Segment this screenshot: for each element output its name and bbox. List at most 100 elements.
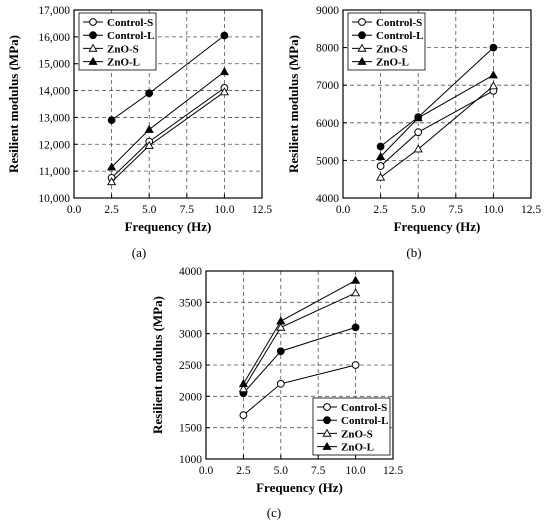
x-tick-label: 12.5 xyxy=(383,465,403,477)
series-line-zno-l xyxy=(242,279,356,385)
data-point-control-l xyxy=(489,43,498,52)
data-point-zno-s xyxy=(144,140,154,149)
data-point-control-s xyxy=(376,162,385,170)
x-tick-label: 2.5 xyxy=(236,465,251,477)
data-point-zno-l xyxy=(107,162,117,171)
legend-marker-zno-l xyxy=(357,56,367,65)
y-tick-label: 11,000 xyxy=(39,166,70,178)
y-tick-label: 2500 xyxy=(179,360,202,372)
data-point-zno-s xyxy=(413,144,423,153)
series-line-zno-s xyxy=(111,91,225,183)
x-tick-label: 5.0 xyxy=(411,204,426,216)
y-tick-label: 1000 xyxy=(179,454,202,466)
x-tick-label: 10.0 xyxy=(346,465,366,477)
legend-label-control-l: Control-L xyxy=(376,30,423,42)
legend-marker-zno-s xyxy=(322,428,332,437)
panel-a-chart: 0.0 2.5 5.0 7.5 10.0 12.5 10,000 11,000 12,000 13… xyxy=(6,5,272,260)
data-point-control-s xyxy=(414,128,423,137)
data-point-zno-l xyxy=(144,124,154,133)
legend-label-zno-s: ZnO-S xyxy=(107,43,139,55)
data-point-control-s xyxy=(351,361,360,369)
y-tick-label: 3000 xyxy=(179,329,202,341)
panel-caption: (c) xyxy=(267,505,281,520)
y-tick-label: 9000 xyxy=(316,5,339,17)
legend-label-zno-s: ZnO-S xyxy=(376,43,408,55)
plot-frame xyxy=(73,9,263,199)
data-point-control-s xyxy=(239,411,248,420)
data-point-control-l xyxy=(220,31,229,40)
data-point-control-s xyxy=(276,379,285,388)
x-tick-label: 2.5 xyxy=(104,204,119,216)
x-axis-label: Frequency (Hz) xyxy=(125,219,212,234)
data-point-control-l xyxy=(107,116,116,125)
x-tick-label: 10.0 xyxy=(483,204,503,216)
y-tick-label: 12,000 xyxy=(38,139,70,151)
y-tick-label: 5000 xyxy=(316,155,339,167)
y-tick-label: 8000 xyxy=(316,43,339,55)
data-point-zno-l xyxy=(413,113,423,122)
x-tick-label: 12.5 xyxy=(521,204,541,216)
legend-label-control-s: Control-S xyxy=(341,402,387,414)
series-line-zno-l xyxy=(380,74,494,157)
x-tick-label: 0.0 xyxy=(67,204,82,216)
x-tick-label: 7.5 xyxy=(311,465,326,477)
data-point-control-l xyxy=(351,323,360,332)
y-axis-label: Resilient modulus (MPa) xyxy=(286,35,301,173)
data-point-zno-l xyxy=(219,67,229,76)
legend-label-control-l: Control-L xyxy=(107,30,154,42)
x-tick-label: 5.0 xyxy=(274,465,289,477)
legend-label-control-s: Control-S xyxy=(376,17,422,29)
legend-marker-zno-l xyxy=(88,56,98,65)
x-axis-label: Frequency (Hz) xyxy=(256,480,343,495)
data-point-control-l xyxy=(376,142,385,151)
data-point-zno-s xyxy=(376,172,386,181)
y-axis-label: Resilient modulus (MPa) xyxy=(6,35,21,173)
data-point-zno-s xyxy=(238,384,248,393)
x-tick-label: 0.0 xyxy=(199,465,214,477)
x-tick-label: 2.5 xyxy=(373,204,388,216)
legend-label-zno-s: ZnO-S xyxy=(341,428,373,440)
data-point-zno-l xyxy=(351,275,361,284)
panel-caption: (b) xyxy=(406,245,421,260)
legend-marker-control-s xyxy=(89,18,97,26)
y-tick-label: 3500 xyxy=(179,297,202,309)
x-tick-label: 10.0 xyxy=(214,204,234,216)
panel-caption: (a) xyxy=(132,245,146,260)
data-point-zno-l xyxy=(488,70,498,79)
x-tick-label: 7.5 xyxy=(180,204,195,216)
y-tick-label: 4000 xyxy=(179,266,202,278)
legend-marker-control-l xyxy=(323,416,331,425)
data-point-zno-l xyxy=(276,316,286,325)
series-line-control-s xyxy=(111,87,225,179)
legend-label-zno-l: ZnO-L xyxy=(376,57,409,69)
legend-marker-control-l xyxy=(358,31,366,40)
y-tick-label: 13,000 xyxy=(38,112,70,124)
legend-marker-zno-s xyxy=(357,43,367,52)
y-tick-label: 7000 xyxy=(316,80,339,92)
x-tick-label: 5.0 xyxy=(142,204,157,216)
y-tick-label: 10,000 xyxy=(38,193,70,205)
y-tick-label: 2000 xyxy=(179,391,202,403)
data-point-zno-l xyxy=(238,379,248,388)
legend-label-zno-l: ZnO-L xyxy=(341,442,374,454)
legend-label-control-l: Control-L xyxy=(341,415,388,427)
legend-label-control-s: Control-S xyxy=(107,17,153,29)
data-point-control-l xyxy=(276,347,285,356)
y-tick-label: 17,000 xyxy=(38,5,70,17)
legend-marker-zno-s xyxy=(88,43,98,52)
y-axis-label: Resilient modulus (MPa) xyxy=(150,296,165,434)
y-tick-label: 16,000 xyxy=(38,32,70,44)
legend-marker-zno-l xyxy=(322,441,332,450)
x-axis-label: Frequency (Hz) xyxy=(394,219,481,234)
data-point-zno-s xyxy=(276,322,286,331)
legend-label-zno-l: ZnO-L xyxy=(107,57,140,69)
data-point-zno-s xyxy=(107,177,117,186)
data-point-control-l xyxy=(145,89,154,98)
x-tick-label: 0.0 xyxy=(336,204,351,216)
data-point-zno-s xyxy=(219,87,229,96)
y-tick-label: 6000 xyxy=(316,118,339,130)
